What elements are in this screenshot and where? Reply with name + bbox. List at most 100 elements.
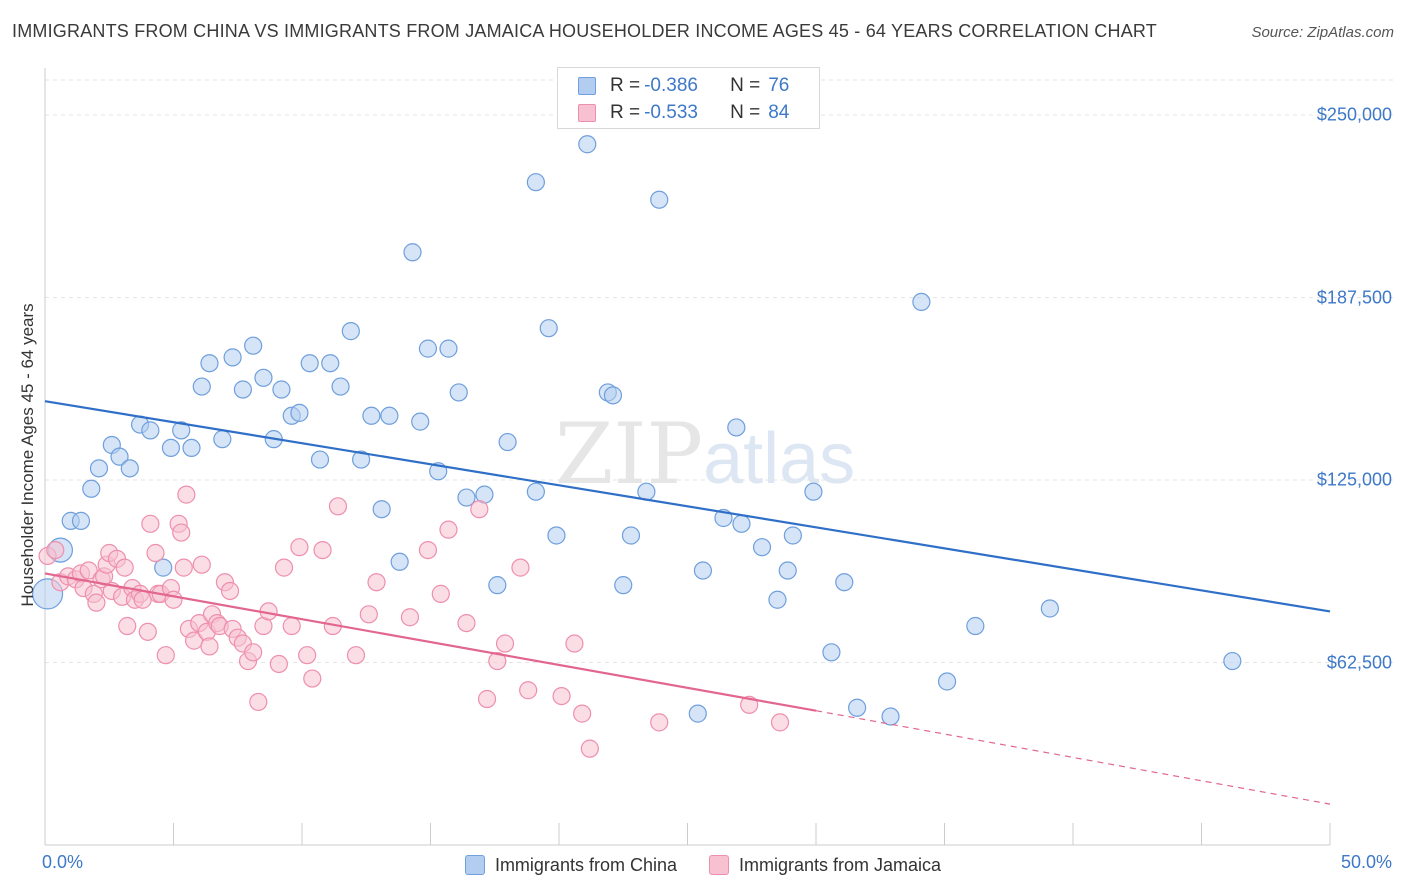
china-point	[290, 403, 309, 422]
jamaica-point	[172, 523, 191, 542]
china-point	[352, 450, 371, 469]
jamaica-point	[580, 739, 599, 758]
china-point	[254, 368, 273, 387]
jamaica-point	[282, 616, 301, 636]
jamaica-point	[313, 540, 332, 560]
jamaica-point	[244, 643, 263, 662]
trend-lines	[44, 400, 1331, 805]
jamaica-point	[118, 616, 137, 636]
jamaica-point	[303, 669, 322, 688]
jamaica-points	[38, 485, 790, 758]
jamaica-point	[565, 634, 584, 653]
china-point	[331, 377, 350, 396]
china-point	[71, 511, 91, 530]
china-point	[783, 526, 802, 545]
china-r-label: R =	[610, 75, 641, 96]
jamaica-point	[192, 555, 211, 574]
jamaica-point	[470, 500, 489, 519]
china-point	[380, 406, 399, 425]
jamaica-point	[367, 573, 386, 592]
y-tick-label: $187,500	[1316, 287, 1392, 308]
china-point	[498, 432, 517, 452]
y-tick-label: $62,500	[1326, 652, 1392, 672]
china-n-label: N =	[730, 75, 761, 96]
china-point	[688, 704, 707, 723]
china-point	[182, 438, 201, 458]
jamaica-point	[346, 646, 366, 665]
china-point	[539, 319, 558, 338]
source-label: Source: ZipAtlas.com	[1251, 24, 1394, 41]
china-point	[120, 459, 139, 478]
jamaica-point	[431, 584, 450, 603]
jamaica-point	[138, 622, 157, 641]
jamaica-trend-line-extension	[815, 710, 1331, 805]
jamaica-point	[146, 543, 165, 563]
china-n-value: 76	[768, 75, 790, 96]
china-point	[244, 336, 263, 355]
jamaica-point	[519, 681, 538, 700]
jamaica-trend-line	[44, 572, 817, 712]
jamaica-point	[457, 613, 476, 633]
china-point	[1223, 651, 1242, 671]
jamaica-point	[511, 558, 530, 577]
jamaica-point	[359, 605, 378, 624]
china-point	[778, 561, 797, 580]
china-point	[411, 412, 430, 431]
jamaica-legend-swatch-icon	[709, 855, 729, 875]
china-point	[804, 482, 823, 501]
china-point	[650, 190, 669, 209]
jamaica-point	[133, 590, 152, 609]
china-point	[213, 430, 232, 449]
jamaica-point	[220, 581, 240, 601]
china-legend-swatch-icon	[464, 855, 485, 875]
china-point	[727, 418, 746, 437]
china-point	[154, 558, 173, 577]
china-point	[621, 526, 641, 545]
legend-item-jamaica[interactable]: Immigrants from Jamaica	[709, 855, 941, 876]
china-point	[310, 450, 330, 469]
y-tick-label: $125,000	[1316, 469, 1392, 490]
china-point	[200, 354, 219, 373]
legend-item-china[interactable]: Immigrants from China	[464, 854, 677, 876]
jamaica-point	[439, 520, 458, 539]
x-tick-label: 50.0%	[1340, 852, 1392, 872]
china-point	[449, 383, 468, 402]
china-point	[614, 576, 633, 595]
china-point	[362, 406, 381, 425]
china-point	[526, 173, 545, 192]
china-point	[966, 616, 985, 636]
watermark-zip: ZIP	[555, 405, 704, 503]
jamaica-point	[156, 646, 175, 665]
china-point	[192, 377, 211, 396]
china-point	[912, 292, 931, 312]
jamaica-point	[290, 538, 309, 557]
china-point	[272, 380, 291, 399]
china-point	[300, 354, 319, 373]
china-point	[141, 421, 160, 440]
china-point	[488, 576, 507, 595]
jamaica-point	[650, 713, 669, 732]
legend-row-jamaica: R = -0.533 N = 84	[578, 101, 789, 125]
jamaica-point	[298, 646, 317, 665]
jamaica-r-value: -0.533	[644, 102, 698, 123]
legend-label-china: Immigrants from China	[494, 854, 677, 875]
jamaica-point	[87, 593, 106, 612]
china-point	[848, 698, 867, 717]
jamaica-point	[200, 637, 219, 656]
jamaica-point	[274, 558, 294, 577]
china-point	[172, 421, 191, 440]
china-point	[439, 339, 458, 358]
china-point	[89, 459, 109, 478]
china-point	[603, 386, 623, 405]
jamaica-point	[573, 704, 592, 723]
china-point	[390, 552, 409, 571]
china-point	[732, 514, 751, 533]
china-point	[372, 500, 391, 519]
china-point	[547, 526, 566, 545]
jamaica-point	[400, 608, 420, 627]
china-point	[1040, 599, 1059, 618]
china-point	[110, 447, 129, 466]
chart-title: IMMIGRANTS FROM CHINA VS IMMIGRANTS FROM…	[12, 21, 1157, 41]
china-point	[768, 590, 787, 609]
jamaica-point	[477, 689, 497, 709]
